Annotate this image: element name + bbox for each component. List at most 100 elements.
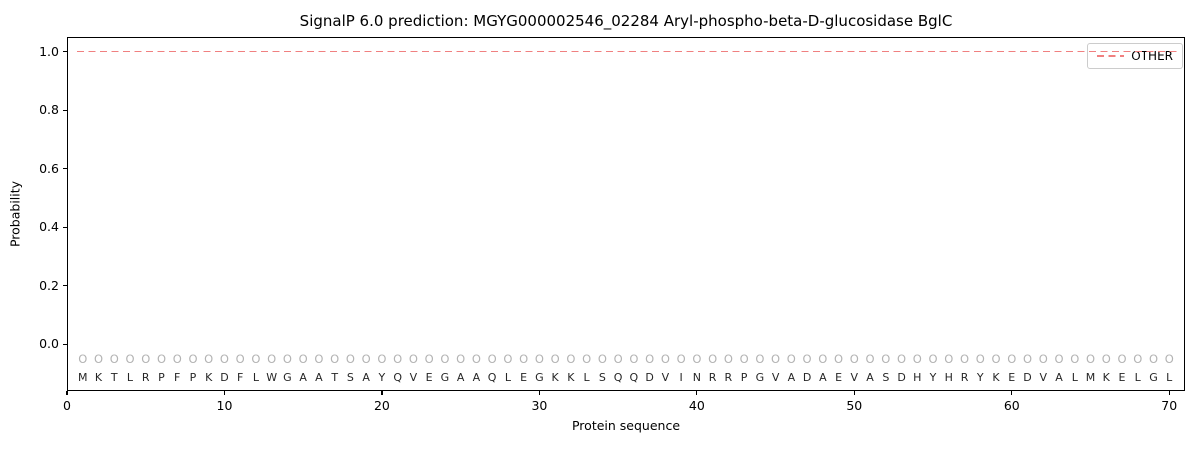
residue-letter: Q <box>613 371 623 385</box>
residue-letter: D <box>220 371 229 385</box>
position-label-O: O <box>188 351 198 366</box>
residue-letter: Y <box>378 371 386 385</box>
position-label-O: O <box>424 351 434 366</box>
residue-letter: I <box>679 371 683 385</box>
x-tick-label: 0 <box>63 398 71 413</box>
position-label-O: O <box>849 351 859 366</box>
residue-letter: R <box>708 371 717 385</box>
position-label-O: O <box>1101 351 1111 366</box>
residue-letter: W <box>266 371 278 385</box>
position-label-O: O <box>78 351 88 366</box>
position-label-O: O <box>282 351 292 366</box>
position-label-O: O <box>1007 351 1017 366</box>
y-axis-label: Probability <box>7 180 23 248</box>
residue-letter: A <box>1055 371 1063 385</box>
residue-letter: D <box>802 371 812 385</box>
chart-title: SignalP 6.0 prediction: MGYG000002546_02… <box>299 12 953 30</box>
position-label-O: O <box>172 351 182 366</box>
other-probability-line <box>76 50 1180 53</box>
position-label-O: O <box>534 351 544 366</box>
x-tick <box>853 391 855 395</box>
residue-letter: H <box>913 371 922 385</box>
x-axis-label: Protein sequence <box>571 418 681 433</box>
x-tick <box>538 391 540 395</box>
residue-letter: Q <box>393 371 403 385</box>
x-tick-label: 50 <box>846 398 863 413</box>
position-label-O: O <box>125 351 135 366</box>
residue-letter: R <box>960 371 969 385</box>
y-tick <box>63 226 67 228</box>
position-label-O: O <box>487 351 497 366</box>
position-label-O: O <box>944 351 954 366</box>
y-tick-label: 0.2 <box>39 277 59 293</box>
position-label-O: O <box>393 351 403 366</box>
residue-letter: K <box>992 371 1000 385</box>
position-label-O: O <box>519 351 529 366</box>
residue-letter: V <box>661 371 670 385</box>
residue-letter: S <box>882 371 890 385</box>
position-label-O: O <box>975 351 985 366</box>
x-tick-label: 30 <box>531 398 548 413</box>
residue-letter: E <box>835 371 843 385</box>
x-tick <box>223 391 226 395</box>
position-label-O: O <box>1023 351 1033 366</box>
position-label-O: O <box>377 351 387 366</box>
y-tick <box>63 168 67 170</box>
legend-label: OTHER <box>1131 49 1173 63</box>
position-label-O: O <box>235 351 245 366</box>
position-label-O: O <box>676 351 686 366</box>
residue-letter: E <box>1008 371 1016 385</box>
position-label-O: O <box>361 351 371 366</box>
position-label-O: O <box>802 351 812 366</box>
residue-letter: Q <box>487 371 497 385</box>
x-tick-label: 60 <box>1003 398 1020 413</box>
position-label-O: O <box>204 351 214 366</box>
residue-letter: A <box>456 371 465 385</box>
position-label-O: O <box>1117 351 1127 366</box>
position-label-O: O <box>1085 351 1096 366</box>
residue-letter: A <box>299 371 307 385</box>
residue-letter: K <box>551 371 559 385</box>
position-label-O: O <box>109 351 119 366</box>
position-label-O: O <box>345 351 355 366</box>
position-label-O: O <box>251 351 261 366</box>
y-tick-label: 0.6 <box>39 160 59 176</box>
position-label-O: O <box>629 351 639 366</box>
residue-letter: Y <box>929 371 937 385</box>
x-tick <box>66 391 68 395</box>
x-tick-label: 20 <box>373 398 390 413</box>
residue-letter: E <box>1118 371 1126 385</box>
position-label-O: O <box>834 351 844 366</box>
position-label-O: O <box>912 351 922 366</box>
residue-letter: L <box>1071 371 1078 385</box>
position-label-O: O <box>503 351 513 366</box>
y-tick-label: 0.0 <box>39 336 59 352</box>
position-label-O: O <box>928 351 938 366</box>
position-label-O: O <box>645 351 655 366</box>
position-label-O: O <box>723 351 733 366</box>
residue-letter: V <box>850 371 859 385</box>
position-label-O: O <box>613 351 623 366</box>
position-label-O: O <box>1038 351 1048 366</box>
residue-letter: L <box>126 371 134 385</box>
residue-letter: T <box>331 371 339 385</box>
position-label-O: O <box>881 351 891 366</box>
position-label-O: O <box>314 351 324 366</box>
residue-letter: M <box>1085 371 1096 385</box>
position-label-O: O <box>298 351 308 366</box>
position-label-O: O <box>267 351 277 366</box>
position-label-O: O <box>219 351 229 366</box>
residue-letter: M <box>77 371 88 385</box>
position-label-O: O <box>897 351 907 366</box>
position-label-O: O <box>597 351 607 366</box>
residue-letter: F <box>237 371 244 385</box>
position-label-O: O <box>550 351 560 366</box>
position-label-O: O <box>456 351 466 366</box>
residue-letter: A <box>819 371 827 385</box>
position-label-O: O <box>1148 351 1159 366</box>
residue-letter: E <box>520 371 528 385</box>
legend: OTHER <box>1087 43 1183 69</box>
residue-letter: S <box>598 371 606 385</box>
position-label-O: O <box>440 351 450 366</box>
position-label-O: O <box>156 351 166 366</box>
